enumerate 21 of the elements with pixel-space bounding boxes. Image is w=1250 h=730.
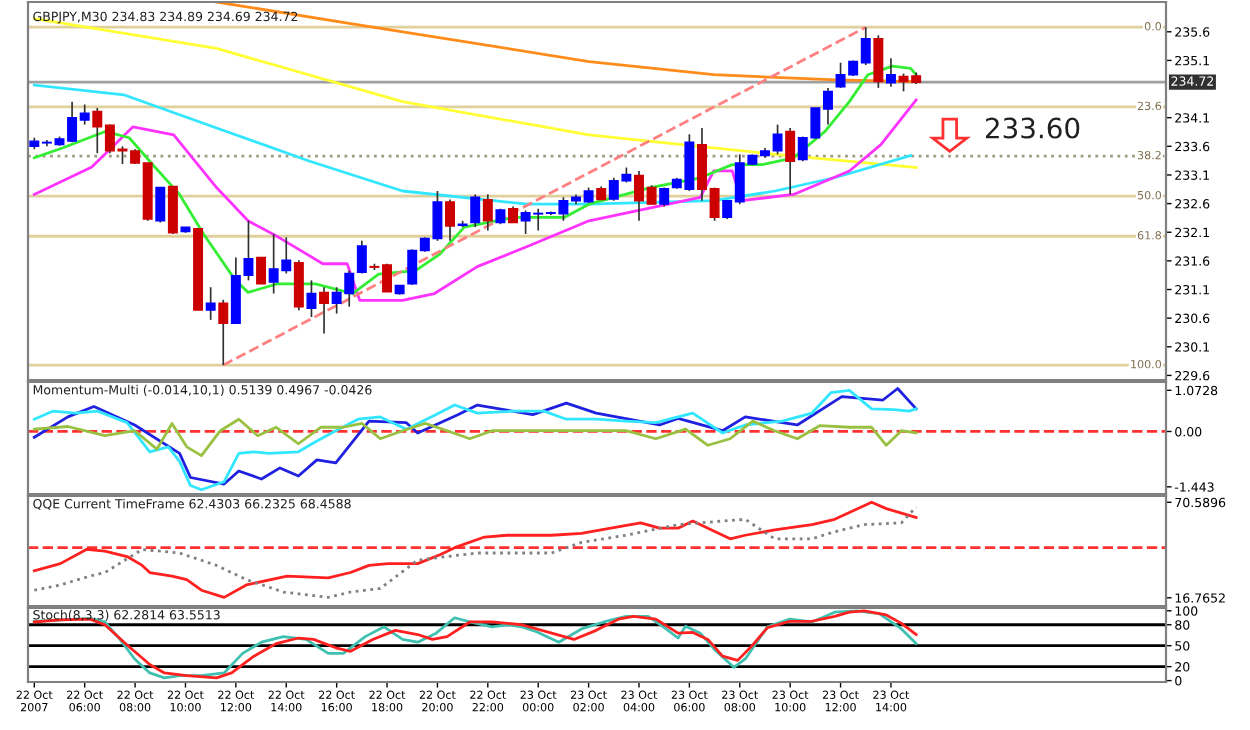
annotation: 233.60 [985, 117, 1080, 139]
candlestick [155, 186, 166, 224]
line-series [32, 64, 918, 295]
candlestick [470, 193, 481, 228]
candlestick [205, 286, 216, 321]
candlestick [482, 193, 493, 232]
candlestick [785, 127, 796, 196]
line-series [32, 609, 918, 680]
candlestick [167, 185, 178, 235]
candlestick [293, 259, 304, 311]
candlestick [218, 298, 229, 366]
candlestick [256, 256, 267, 285]
candlestick [319, 286, 330, 335]
candlestick [356, 239, 367, 275]
candlestick [306, 279, 317, 318]
candlestick [873, 34, 884, 89]
line-series [32, 98, 918, 302]
line-series [32, 83, 913, 206]
line-series [32, 417, 918, 458]
candlestick [885, 57, 896, 88]
candlestick [445, 198, 456, 242]
